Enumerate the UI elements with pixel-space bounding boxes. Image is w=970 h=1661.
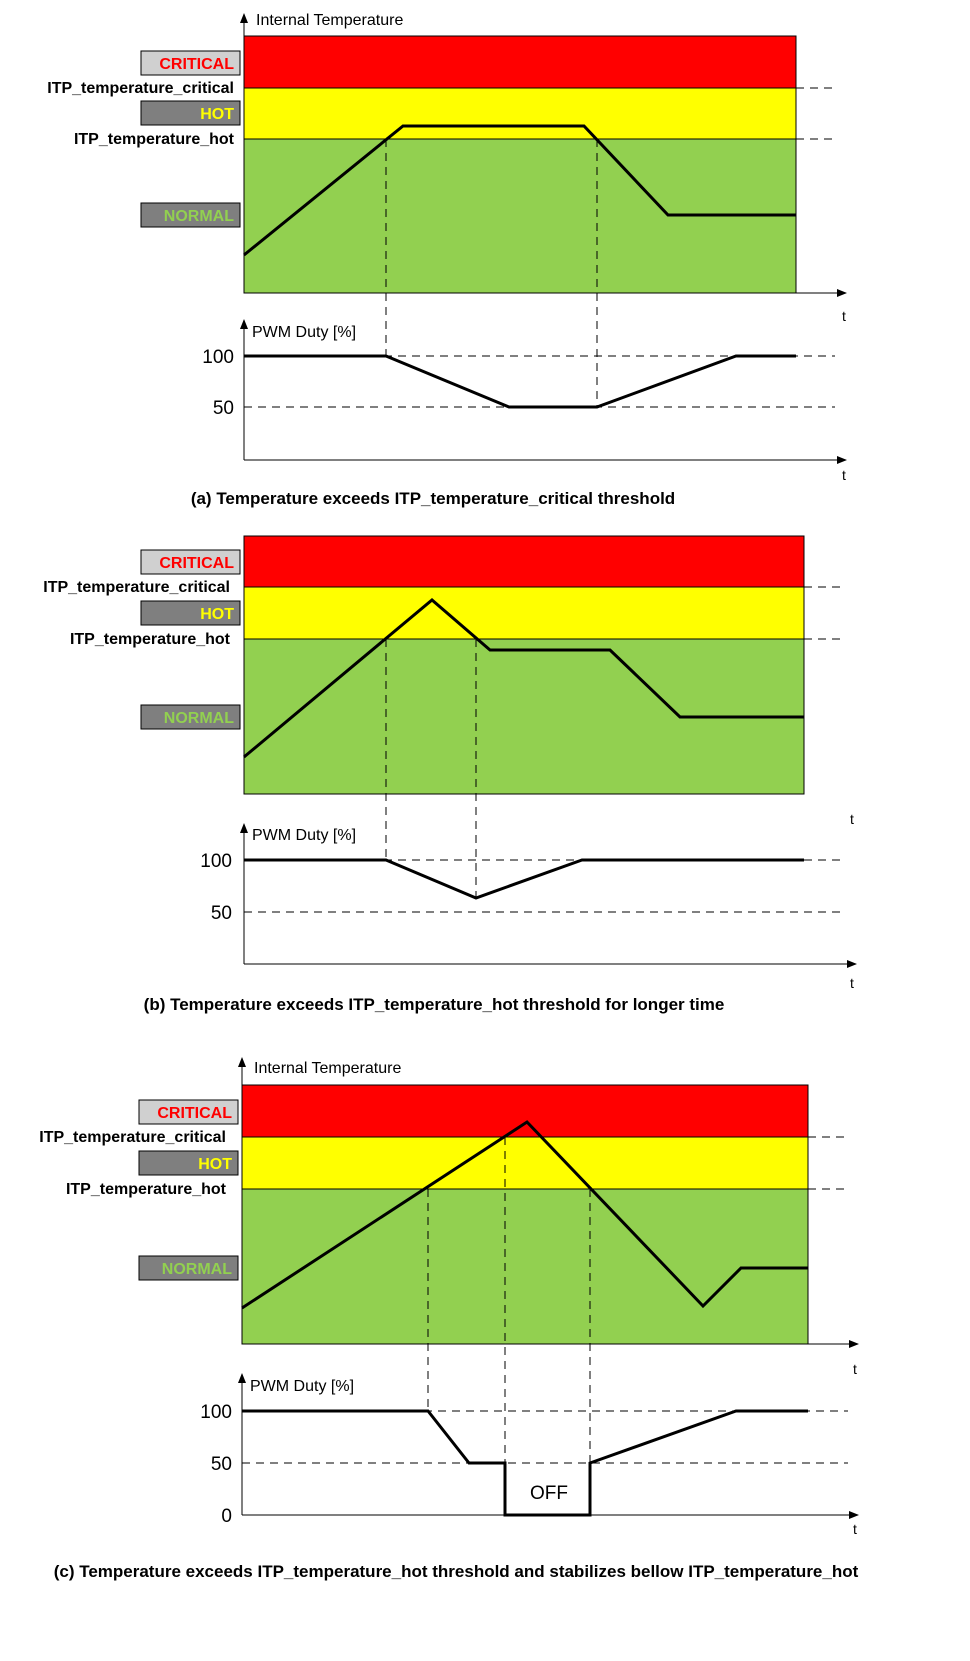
panel-c: Internal Temperature t CRITICAL HOT NORM…	[39, 1057, 859, 1581]
itp-critical-label: ITP_temperature_critical	[43, 579, 230, 596]
critical-tag	[140, 50, 241, 76]
temperature-time-label: t	[853, 1361, 857, 1377]
tick-0: 0	[221, 1506, 232, 1527]
itp-critical-label: ITP_temperature_critical	[39, 1129, 226, 1146]
critical-zone	[241, 1084, 809, 1138]
critical-tag-label: CRITICAL	[159, 56, 234, 73]
panel-a-caption: (a) Temperature exceeds ITP_temperature_…	[191, 489, 675, 508]
normal-tag-label: NORMAL	[164, 208, 234, 225]
pwm-line	[242, 1409, 808, 1517]
pwm-time-label: t	[853, 1521, 857, 1537]
tick-100: 100	[202, 347, 234, 368]
pwm-time-label: t	[850, 975, 854, 991]
panel-c-caption: (c) Temperature exceeds ITP_temperature_…	[54, 1562, 859, 1581]
normal-tag	[138, 1255, 239, 1281]
temperature-line	[243, 124, 796, 257]
normal-tag-label: NORMAL	[164, 710, 234, 727]
tick-100: 100	[200, 1402, 232, 1423]
pwm-off-label: OFF	[530, 1483, 568, 1504]
pwm-time-label: t	[842, 467, 846, 483]
panel-a: Internal Temperature t CRITICAL HOT NORM…	[47, 12, 847, 508]
pwm-axis-title: PWM Duty [%]	[252, 827, 356, 844]
hot-zone	[243, 87, 797, 140]
itp-hot-label: ITP_temperature_hot	[70, 631, 231, 648]
critical-tag-label: CRITICAL	[157, 1105, 232, 1122]
itp-critical-label: ITP_temperature_critical	[47, 80, 234, 97]
critical-tag-label: CRITICAL	[159, 555, 234, 572]
temperature-time-label: t	[842, 308, 846, 324]
panel-b: t CRITICAL HOT NORMAL ITP_temperature_cr…	[43, 535, 857, 1014]
hot-tag	[140, 600, 241, 626]
itp-hot-label: ITP_temperature_hot	[66, 1181, 227, 1198]
temperature-time-label: t	[850, 811, 854, 827]
normal-tag-label: NORMAL	[162, 1261, 232, 1278]
itp-hot-label: ITP_temperature_hot	[74, 131, 235, 148]
tick-50: 50	[211, 1454, 232, 1475]
normal-tag	[140, 704, 241, 730]
panel-b-caption: (b) Temperature exceeds ITP_temperature_…	[144, 995, 725, 1014]
pwm-line	[244, 858, 804, 900]
critical-zone	[243, 35, 797, 89]
critical-tag	[140, 549, 241, 575]
critical-zone	[243, 535, 805, 588]
hot-tag	[138, 1150, 239, 1176]
normal-tag	[140, 202, 241, 228]
tick-100: 100	[200, 851, 232, 872]
hot-tag	[140, 100, 241, 126]
pwm-axis-title: PWM Duty [%]	[252, 324, 356, 341]
pwm-line	[244, 354, 796, 409]
hot-zone	[241, 1136, 809, 1190]
temperature-line	[243, 598, 804, 759]
tick-50: 50	[213, 398, 234, 419]
hot-tag-label: HOT	[200, 606, 234, 623]
temperature-axis-title: Internal Temperature	[254, 1060, 401, 1077]
hot-tag-label: HOT	[198, 1156, 232, 1173]
pwm-axis-title: PWM Duty [%]	[250, 1378, 354, 1395]
hot-tag-label: HOT	[200, 106, 234, 123]
normal-zone	[241, 1188, 809, 1345]
critical-tag	[138, 1099, 239, 1125]
temperature-axis-title: Internal Temperature	[256, 12, 403, 29]
temperature-line	[241, 1120, 808, 1310]
tick-50: 50	[211, 903, 232, 924]
hot-zone	[243, 586, 805, 640]
